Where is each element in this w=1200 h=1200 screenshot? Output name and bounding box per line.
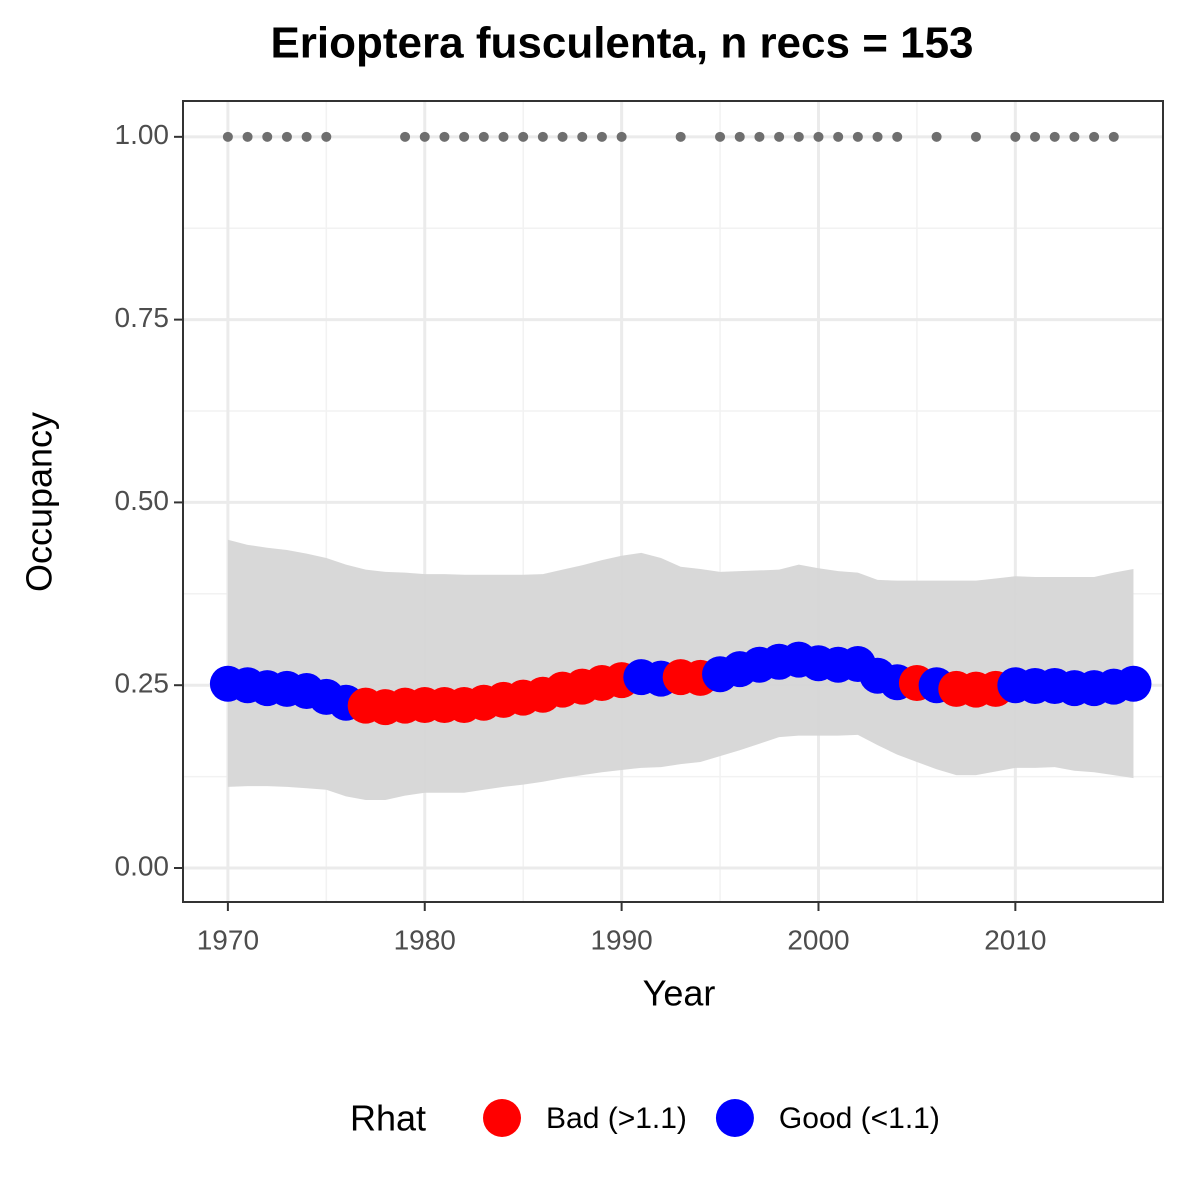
y-tick-label: 0.75	[115, 302, 170, 333]
record-point	[1108, 131, 1119, 142]
record-point	[734, 131, 745, 142]
record-point	[537, 131, 548, 142]
record-point	[498, 131, 509, 142]
x-tick-label: 1980	[394, 924, 456, 955]
record-point	[321, 131, 332, 142]
record-point	[459, 131, 470, 142]
x-tick-label: 1970	[197, 924, 259, 955]
record-point	[478, 131, 489, 142]
record-point	[715, 131, 726, 142]
record-point	[852, 131, 863, 142]
record-point	[419, 131, 430, 142]
record-point	[557, 131, 568, 142]
x-tick-label: 2010	[984, 924, 1046, 955]
record-point	[1049, 131, 1060, 142]
record-point	[400, 131, 411, 142]
record-point	[754, 131, 765, 142]
record-point	[1089, 131, 1100, 142]
legend-label: Bad (>1.1)	[546, 1102, 687, 1135]
record-point	[281, 131, 292, 142]
record-point	[577, 131, 588, 142]
record-point	[222, 131, 233, 142]
legend-key	[715, 1099, 754, 1137]
chart-title: Erioptera fusculenta, n recs = 153	[270, 19, 973, 68]
record-point	[813, 131, 824, 142]
record-point	[301, 131, 312, 142]
record-point	[518, 131, 529, 142]
x-tick-label: 1990	[590, 924, 652, 955]
record-point	[1010, 131, 1021, 142]
x-axis-title: Year	[643, 973, 716, 1014]
legend-title: Rhat	[350, 1098, 426, 1139]
record-point	[1069, 131, 1080, 142]
record-point	[242, 131, 253, 142]
record-point	[931, 131, 942, 142]
panel-border	[182, 100, 1164, 903]
record-point	[616, 131, 627, 142]
record-point	[596, 131, 607, 142]
y-tick-label: 1.00	[115, 119, 170, 150]
y-tick-label: 0.00	[115, 850, 170, 881]
y-axis-title: Occupancy	[19, 412, 60, 592]
record-point	[833, 131, 844, 142]
record-point	[872, 131, 883, 142]
y-tick-label: 0.25	[115, 668, 170, 699]
record-point	[1030, 131, 1041, 142]
legend-key	[483, 1099, 521, 1137]
legend-label: Good (<1.1)	[779, 1102, 940, 1135]
record-point	[675, 131, 686, 142]
record-point	[439, 131, 450, 142]
x-tick-label: 2000	[787, 924, 849, 955]
occupancy-point	[1115, 665, 1152, 702]
record-point	[892, 131, 903, 142]
record-point	[970, 131, 981, 142]
y-tick-label: 0.50	[115, 485, 170, 516]
record-point	[793, 131, 804, 142]
record-point	[262, 131, 273, 142]
record-point	[774, 131, 785, 142]
